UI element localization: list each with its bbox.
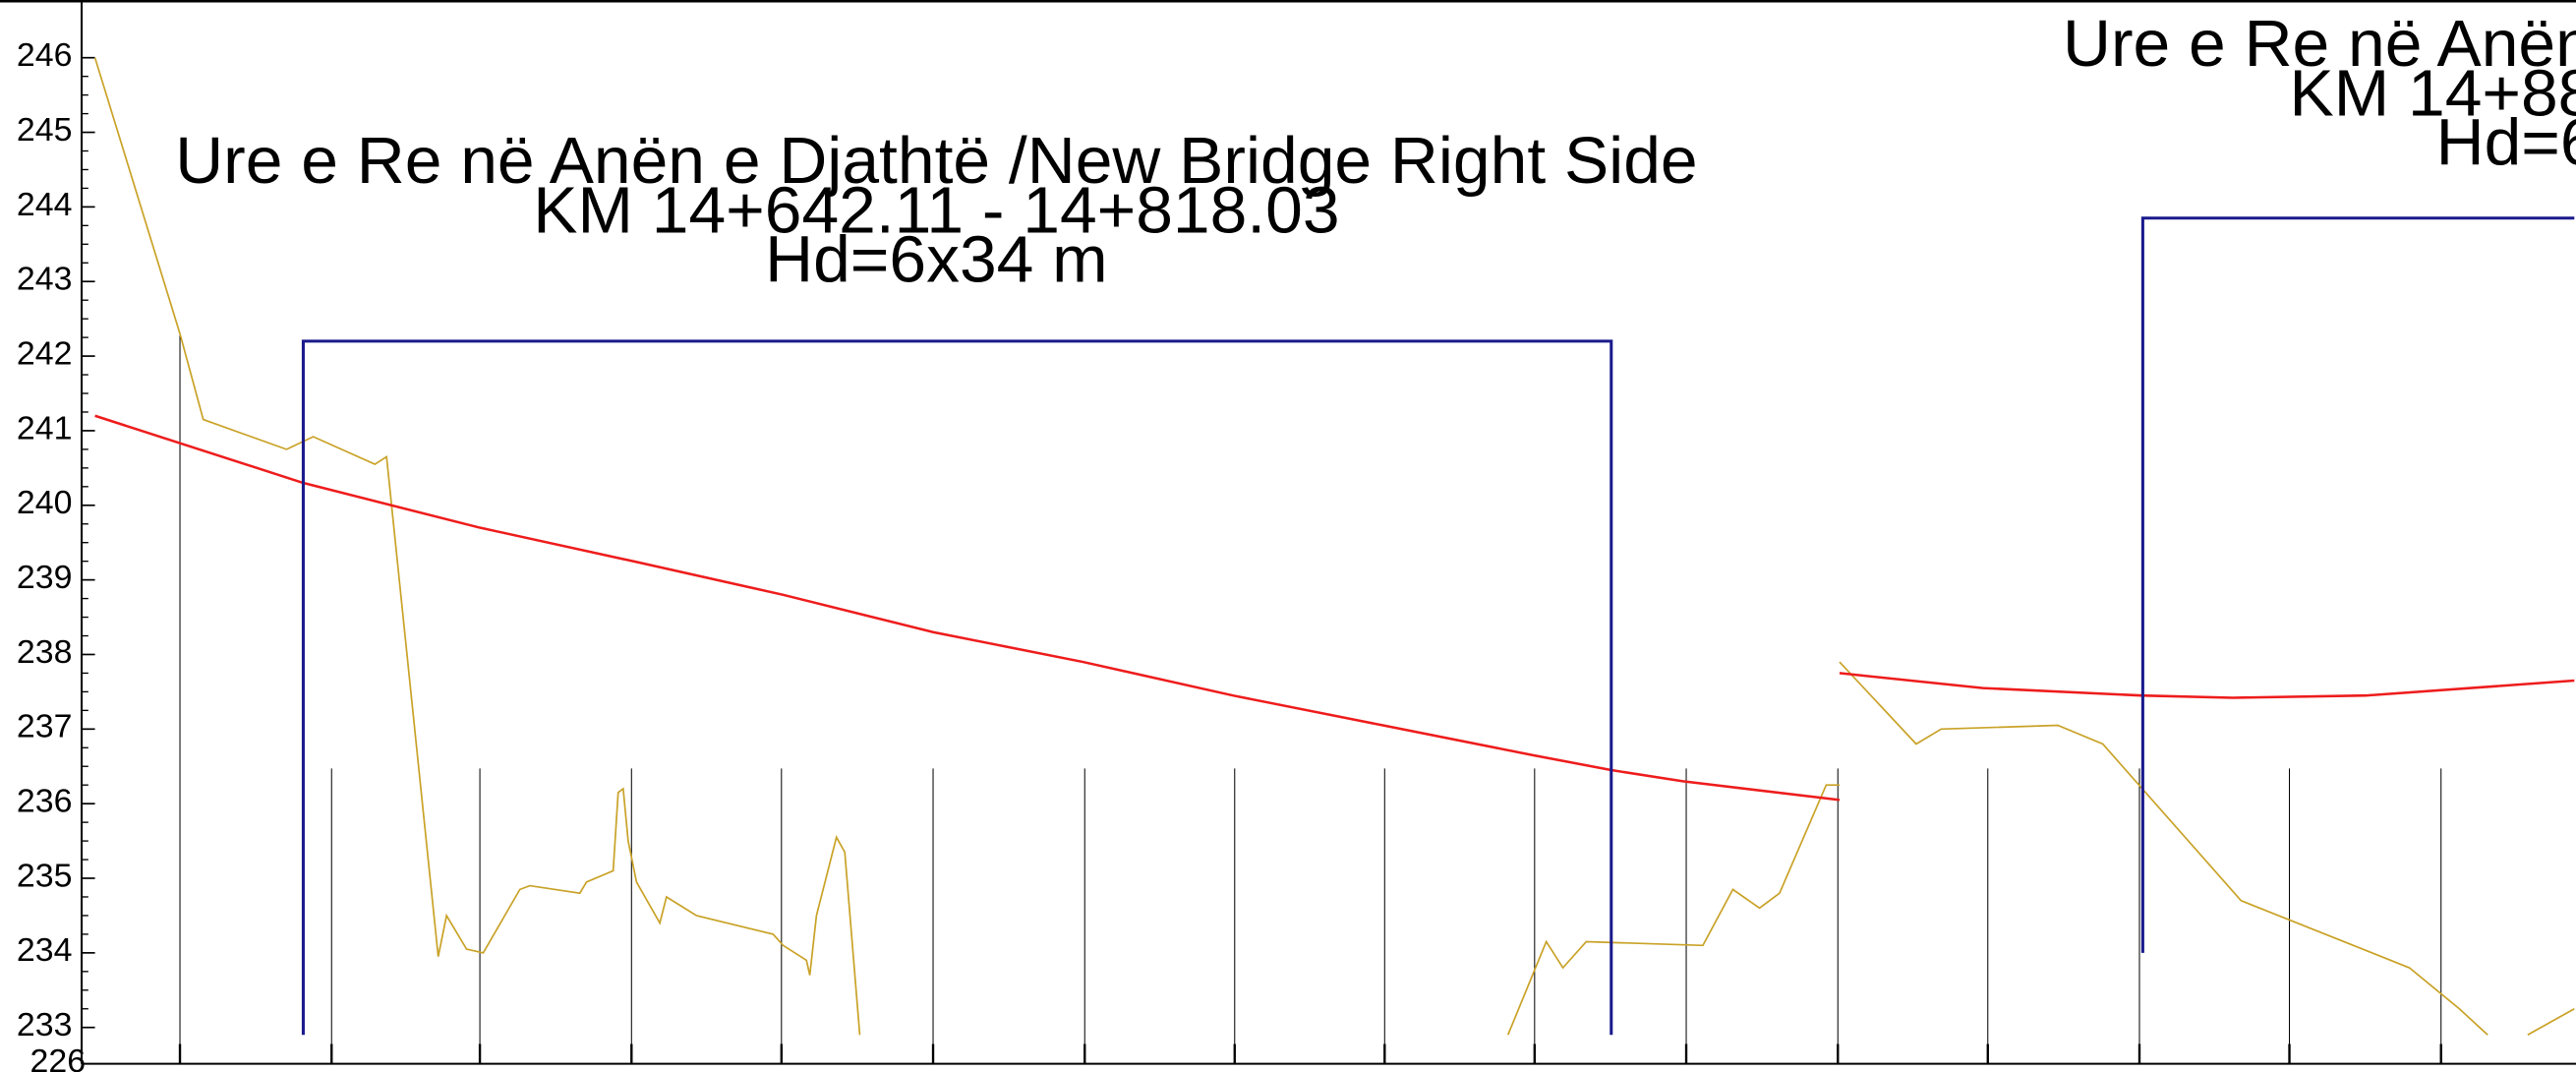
y-tick-label: 237 — [17, 708, 73, 745]
profile-series — [93, 57, 2575, 1037]
y-tick-label: 244 — [17, 186, 73, 223]
bridge-1-annotation-line: Ure e Re në Anën e Djathtë /New Bridge R… — [175, 124, 1697, 198]
y-base-label: 226 — [30, 1042, 87, 1072]
y-tick-label: 238 — [17, 633, 73, 671]
y-tick-label: 246 — [17, 36, 73, 74]
bridge-1-annotation-line: Hd=6x34 m — [765, 223, 1107, 297]
y-tick-label: 235 — [17, 858, 73, 895]
y-tick-label: 239 — [17, 559, 73, 596]
bridge-outline — [301, 339, 1613, 1036]
ground-profile-line — [93, 57, 861, 1036]
y-tick-label: 236 — [17, 783, 73, 820]
bridge-2-annotation-line: Ure e Re në Anën e Djathtë — [2063, 7, 2576, 81]
y-tick-label: 241 — [17, 409, 73, 447]
y-tick-label: 242 — [17, 335, 73, 373]
y-axis: 246 245 244 243 242 241 240 239 238 237 236 235 234 2… — [17, 0, 95, 1072]
bridge-annotations: Ure e Re në Anën e Djathtë /New Bridge R… — [175, 7, 2576, 297]
y-tick-label: 245 — [17, 111, 73, 149]
ground-profile-line — [1839, 661, 2488, 1036]
design-grade-line — [1839, 672, 2575, 699]
y-tick-label: 240 — [17, 484, 73, 521]
ground-profile-line — [1506, 784, 1840, 1036]
bridge-outline — [2140, 216, 2575, 953]
bridge-1-annotation-line: KM 14+642.11 - 14+818.03 — [533, 174, 1339, 248]
bridge-2-annotation-line: KM 14+880.58 — [2290, 57, 2576, 131]
y-tick-label: 234 — [17, 931, 73, 969]
bridge-2-annotation-line: Hd=6x3 — [2436, 106, 2576, 180]
y-tick-label: 243 — [17, 261, 73, 298]
y-tick-label: 233 — [17, 1006, 73, 1043]
ground-profile-line — [2527, 1008, 2575, 1037]
station-lines — [82, 333, 2576, 1065]
